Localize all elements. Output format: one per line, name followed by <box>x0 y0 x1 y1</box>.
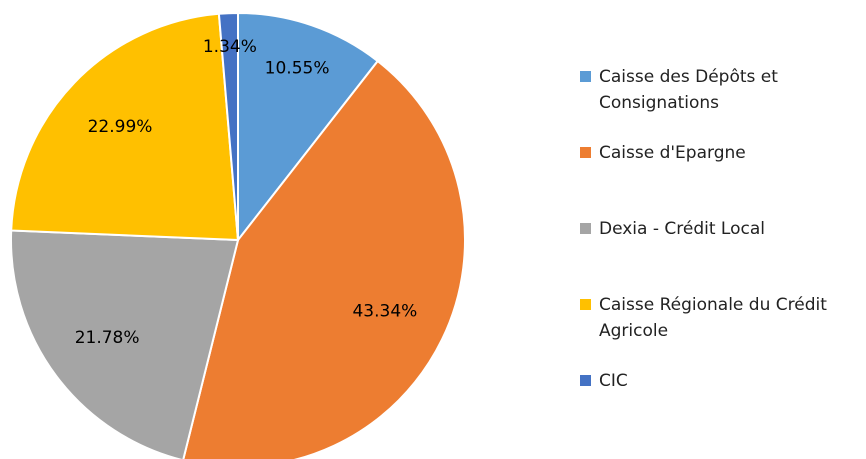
legend-swatch <box>580 71 591 82</box>
data-label: 21.78% <box>75 328 140 348</box>
pie-slice <box>182 59 466 459</box>
legend-label: CIC <box>599 371 628 391</box>
legend-label: Caisse des Dépôts et Consignations <box>599 67 778 113</box>
legend-entry: CIC <box>580 368 860 394</box>
legend-entry: Caisse d'Epargne <box>580 140 860 166</box>
pie-slice <box>10 12 240 242</box>
legend-label: Caisse d'Epargne <box>599 143 746 163</box>
data-label: 10.55% <box>265 58 330 78</box>
legend-swatch <box>580 299 591 310</box>
pie-slice <box>237 11 380 243</box>
legend-entry: Caisse Régionale du Crédit Agricole <box>580 292 860 344</box>
data-label: 1.34% <box>203 37 257 57</box>
legend-entry: Dexia - Crédit Local <box>580 216 860 242</box>
legend-swatch <box>580 375 591 386</box>
legend-entry: Caisse des Dépôts et Consignations <box>580 64 860 116</box>
legend-label: Caisse Régionale du Crédit Agricole <box>599 295 827 341</box>
pie-slice <box>10 229 240 459</box>
pie-slice <box>217 11 239 241</box>
legend-swatch <box>580 223 591 234</box>
data-label: 43.34% <box>352 302 417 322</box>
legend-label: Dexia - Crédit Local <box>599 219 765 239</box>
data-label: 22.99% <box>88 117 153 137</box>
legend-swatch <box>580 147 591 158</box>
